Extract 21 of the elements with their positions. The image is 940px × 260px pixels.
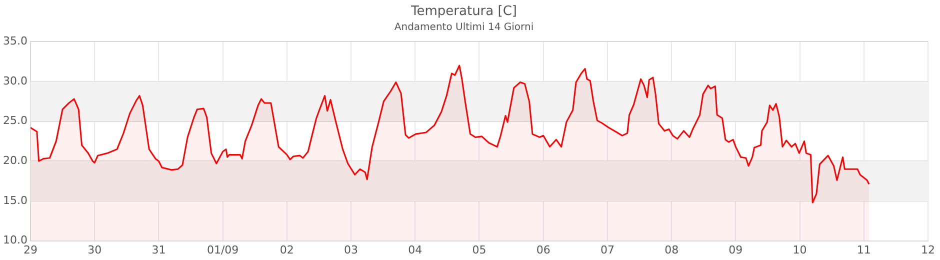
x-tick-label: 12 xyxy=(921,243,935,256)
x-tick-label: 03 xyxy=(344,243,358,256)
x-tick-label: 01/09 xyxy=(206,243,239,256)
x-tick-label: 02 xyxy=(280,243,294,256)
y-tick-label: 30.0 xyxy=(2,74,28,88)
chart-title: Temperatura [C] xyxy=(410,4,517,20)
y-tick-label: 25.0 xyxy=(2,114,28,128)
chart-subtitle: Andamento Ultimi 14 Giorni xyxy=(394,22,534,34)
y-tick-label: 20.0 xyxy=(2,154,28,167)
x-tick-label: 06 xyxy=(536,243,550,256)
x-tick-label: 04 xyxy=(408,243,422,256)
y-tick-label: 15.0 xyxy=(2,194,28,207)
x-tick-label: 05 xyxy=(472,243,486,256)
x-tick-label: 10 xyxy=(792,243,807,256)
y-tick-label: 35.0 xyxy=(2,34,28,48)
x-tick-label: 07 xyxy=(600,243,614,256)
x-tick-label: 11 xyxy=(856,243,871,256)
x-tick-label: 09 xyxy=(728,243,743,256)
x-tick-label: 08 xyxy=(664,243,679,256)
x-tick-label: 30 xyxy=(88,243,102,256)
x-tick-label: 31 xyxy=(152,243,166,256)
